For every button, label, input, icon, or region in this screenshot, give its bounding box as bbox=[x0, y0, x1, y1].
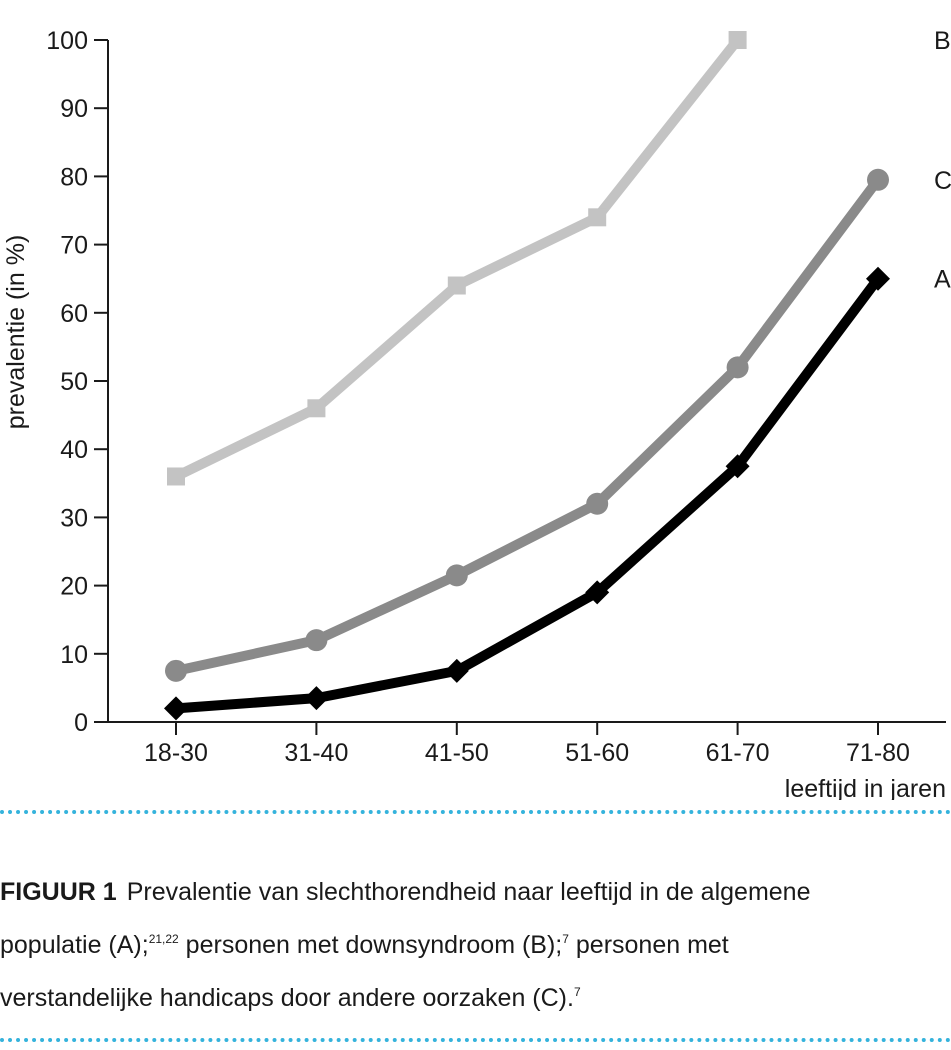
x-tick-label: 61-70 bbox=[706, 739, 770, 767]
y-tick-label: 40 bbox=[60, 436, 88, 464]
x-tick-label: 41-50 bbox=[425, 739, 489, 767]
top-divider bbox=[0, 810, 951, 814]
caption-text: personen met downsyndroom (B); bbox=[178, 931, 563, 959]
y-tick-label: 20 bbox=[60, 573, 88, 601]
y-tick-label: 70 bbox=[60, 232, 88, 260]
y-tick-label: 50 bbox=[60, 368, 88, 396]
line-chart: 0 10 20 30 40 50 60 70 80 90 100 18-30 31-40 41-50 51-… bbox=[2, 27, 951, 800]
series-B: B bbox=[167, 27, 951, 486]
x-tick-label: 51-60 bbox=[565, 739, 629, 767]
data-point bbox=[588, 208, 607, 227]
caption-text: personen met bbox=[568, 931, 729, 959]
data-point bbox=[307, 399, 326, 418]
y-tick-label: 30 bbox=[60, 504, 88, 532]
data-point bbox=[585, 580, 610, 605]
series-line-C bbox=[171, 174, 883, 676]
chart-axes: 0 10 20 30 40 50 60 70 80 90 100 18-30 31-40 41-50 51-… bbox=[46, 27, 946, 767]
caption-lead: FIGUUR 1 bbox=[0, 878, 117, 906]
data-point bbox=[305, 629, 328, 652]
y-axis-title: prevalentie (in %) bbox=[2, 235, 30, 430]
reference-marker: 7 bbox=[573, 985, 581, 999]
data-point bbox=[167, 467, 185, 486]
caption-line-3: verstandelijke handicaps door andere oor… bbox=[0, 972, 945, 1025]
data-point bbox=[728, 31, 747, 49]
caption-text: populatie (A); bbox=[0, 931, 149, 959]
caption-line-1-text: Prevalentie van slechthorendheid naar le… bbox=[126, 878, 811, 906]
x-tick-label: 71-80 bbox=[846, 739, 910, 767]
caption-text: verstandelijke handicaps door andere oor… bbox=[0, 984, 574, 1012]
data-point bbox=[165, 659, 187, 682]
series-label: C bbox=[934, 167, 951, 195]
data-point bbox=[304, 686, 329, 711]
series-line-A bbox=[171, 273, 883, 714]
x-tick-label: 18-30 bbox=[144, 739, 208, 767]
caption-line-1: FIGUUR 1 Prevalentie van slechthorendheid… bbox=[0, 866, 945, 919]
caption-line-2: populatie (A);21,22 personen met downsyn… bbox=[0, 919, 945, 972]
series-label: B bbox=[934, 27, 951, 55]
y-tick-label: 90 bbox=[60, 95, 88, 123]
figure-caption: FIGUUR 1 Prevalentie van slechthorendheid… bbox=[0, 866, 945, 1025]
data-point bbox=[445, 564, 468, 587]
data-point bbox=[164, 696, 188, 721]
reference-marker: 21,22 bbox=[148, 932, 179, 946]
x-axis-title: leeftijd in jaren bbox=[785, 775, 946, 800]
y-tick-label: 60 bbox=[60, 300, 88, 328]
series-A: A bbox=[164, 266, 951, 721]
series-C: C bbox=[165, 167, 951, 682]
bottom-divider bbox=[0, 1038, 951, 1042]
data-point bbox=[726, 356, 749, 379]
data-point bbox=[725, 454, 750, 479]
data-point bbox=[866, 266, 890, 291]
series-label: A bbox=[934, 266, 951, 294]
y-tick-label: 10 bbox=[60, 641, 88, 669]
reference-marker: 7 bbox=[562, 932, 569, 946]
chart-series: B C A bbox=[164, 27, 951, 721]
x-tick-label: 31-40 bbox=[284, 739, 348, 767]
data-point bbox=[444, 658, 469, 683]
y-tick-label: 80 bbox=[60, 163, 88, 191]
y-tick-label: 0 bbox=[74, 709, 88, 737]
y-tick-label: 100 bbox=[46, 27, 88, 55]
data-point bbox=[867, 168, 889, 191]
data-point bbox=[586, 492, 609, 515]
series-line-B bbox=[171, 35, 743, 482]
data-point bbox=[447, 276, 466, 295]
